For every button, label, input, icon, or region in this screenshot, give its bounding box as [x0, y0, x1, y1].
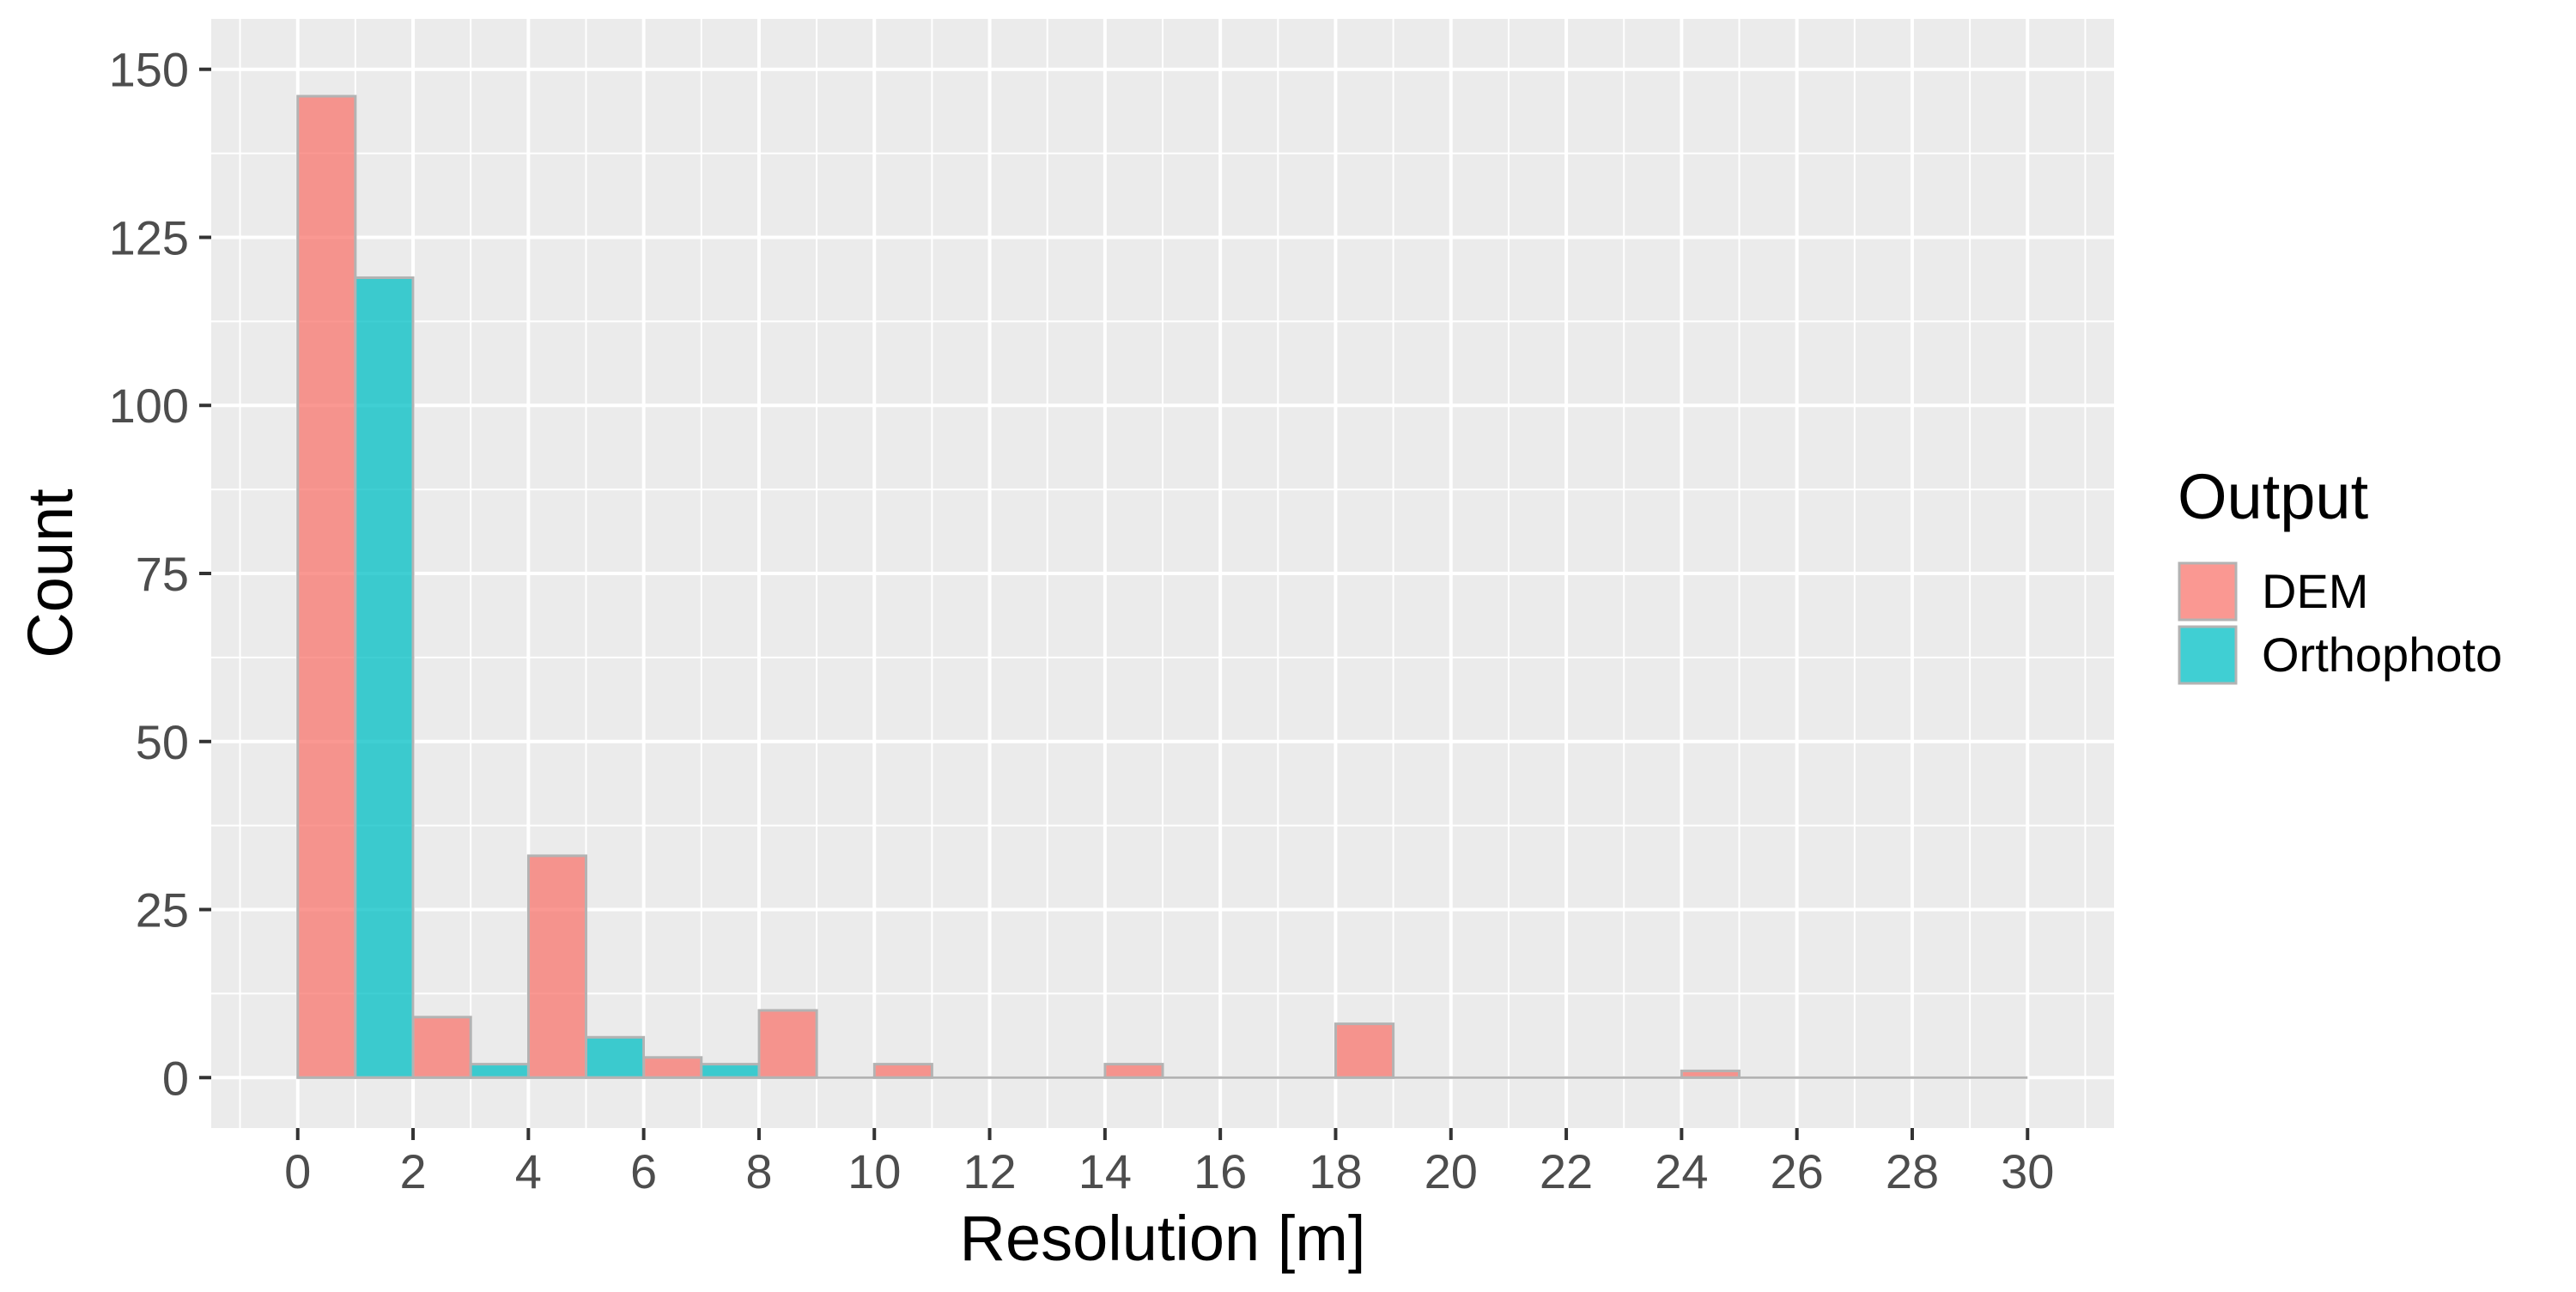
bar-dem-bin-6 [642, 1056, 703, 1079]
bar-dem-bin-14 [1103, 1063, 1164, 1079]
legend-key-orthophoto [2178, 625, 2238, 685]
x-tick-label: 22 [1540, 1144, 1593, 1198]
x-tick-label: 10 [848, 1144, 901, 1198]
bar-orthophoto-bin-3 [469, 1063, 530, 1079]
bar-orthophoto-bin-7 [700, 1063, 761, 1079]
x-tick-label: 26 [1771, 1144, 1824, 1198]
y-tick-label: 50 [136, 715, 189, 769]
bar-dem-bin-18 [1334, 1022, 1395, 1079]
x-tick-label: 4 [515, 1144, 542, 1198]
x-tick-label: 20 [1425, 1144, 1478, 1198]
bar-orthophoto-bin-5 [584, 1035, 646, 1079]
x-axis-title: Resolution [m] [960, 1203, 1366, 1274]
x-tick-label: 28 [1886, 1144, 1939, 1198]
x-tick-label: 30 [2001, 1144, 2054, 1198]
x-tick-label: 6 [630, 1144, 657, 1198]
legend-title: Output [2178, 461, 2369, 532]
y-tick-label: 125 [109, 210, 189, 264]
x-tick-label: 8 [745, 1144, 772, 1198]
legend-label-orthophoto: Orthophoto [2262, 628, 2502, 682]
y-tick-label: 75 [136, 547, 189, 601]
bar-orthophoto-bin-1 [354, 276, 415, 1079]
bar-dem-bin-8 [757, 1009, 818, 1079]
bar-dem-bin-10 [872, 1063, 933, 1079]
x-tick-label: 14 [1078, 1144, 1132, 1198]
legend-label-dem: DEM [2262, 564, 2368, 618]
y-tick-label: 150 [109, 43, 189, 97]
bar-dem-bin-2 [411, 1016, 472, 1079]
x-tick-label: 16 [1194, 1144, 1247, 1198]
y-tick-label: 0 [162, 1051, 189, 1105]
y-tick-label: 25 [136, 883, 189, 937]
x-tick-label: 2 [399, 1144, 426, 1198]
x-tick-label: 0 [284, 1144, 311, 1198]
y-tick-label: 100 [109, 379, 189, 433]
bar-dem-bin-0 [296, 94, 357, 1079]
x-tick-label: 24 [1655, 1144, 1708, 1198]
x-tick-label: 18 [1309, 1144, 1362, 1198]
y-axis-title: Count [15, 488, 86, 658]
x-tick-label: 12 [963, 1144, 1016, 1198]
legend-key-dem [2178, 561, 2238, 622]
bar-dem-bin-4 [526, 854, 587, 1079]
